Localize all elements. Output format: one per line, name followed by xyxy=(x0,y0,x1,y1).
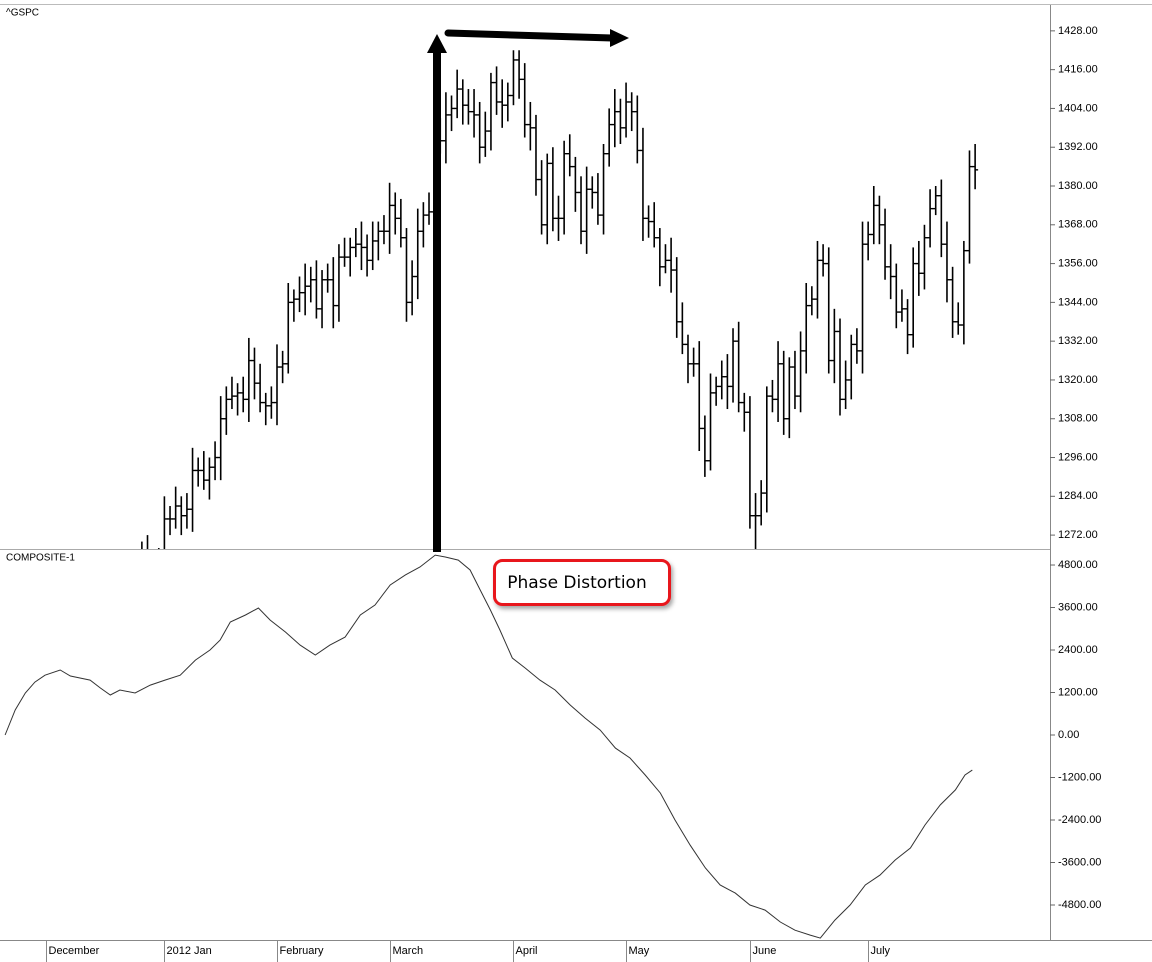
y-tick-label: -4800.00 xyxy=(1058,899,1101,911)
y-tick-label: 1404.00 xyxy=(1058,102,1098,114)
y-tick-label: 1332.00 xyxy=(1058,335,1098,347)
axes: 1272.00 1284.00 1296.00 1308.00 1320.00 1332.… xyxy=(46,25,1101,962)
y-tick-label: 1368.00 xyxy=(1058,219,1098,231)
y-tick-label: -1200.00 xyxy=(1058,771,1101,783)
arrow-shaft xyxy=(444,29,616,42)
x-tick-label: February xyxy=(280,945,325,957)
price-panel xyxy=(141,50,979,549)
y-tick-label: 2400.00 xyxy=(1058,644,1098,656)
x-tick-label: June xyxy=(753,945,777,957)
arrow-head xyxy=(610,29,629,47)
composite-line xyxy=(4,554,973,939)
x-tick-label: July xyxy=(871,945,891,957)
arrows xyxy=(427,29,629,552)
panel-title: ^GSPC xyxy=(6,8,39,19)
composite-panel xyxy=(4,554,973,939)
y-tick-label: 1320.00 xyxy=(1058,374,1098,386)
x-tick-label: May xyxy=(629,945,650,957)
y-tick-label: 1200.00 xyxy=(1058,686,1098,698)
y-tick-label: 1296.00 xyxy=(1058,451,1098,463)
y-tick-label: 1380.00 xyxy=(1058,180,1098,192)
x-tick-label: April xyxy=(516,945,538,957)
y-tick-label: 1272.00 xyxy=(1058,529,1098,541)
x-tick-label: March xyxy=(393,945,424,957)
y-tick-label: 0.00 xyxy=(1058,729,1079,741)
y-tick-label: 1308.00 xyxy=(1058,413,1098,425)
annotation-box xyxy=(493,559,671,606)
x-tick-label: December xyxy=(49,945,100,957)
x-tick-label: 2012 Jan xyxy=(167,945,212,957)
y-tick-label: 1392.00 xyxy=(1058,141,1098,153)
annotation-frame xyxy=(493,559,671,606)
y-tick-label: 1416.00 xyxy=(1058,64,1098,76)
y-tick-label: 1284.00 xyxy=(1058,490,1098,502)
y-tick-label: 1344.00 xyxy=(1058,296,1098,308)
annotation: Phase Distortion xyxy=(507,573,646,593)
arrow-head xyxy=(427,34,447,53)
y-tick-label: 1356.00 xyxy=(1058,257,1098,269)
panel-title: COMPOSITE-1 xyxy=(6,553,75,564)
y-tick-label: 3600.00 xyxy=(1058,601,1098,613)
y-tick-label: 4800.00 xyxy=(1058,559,1098,571)
y-tick-label: -2400.00 xyxy=(1058,814,1101,826)
y-tick-label: -3600.00 xyxy=(1058,856,1101,868)
y-tick-label: 1428.00 xyxy=(1058,25,1098,37)
